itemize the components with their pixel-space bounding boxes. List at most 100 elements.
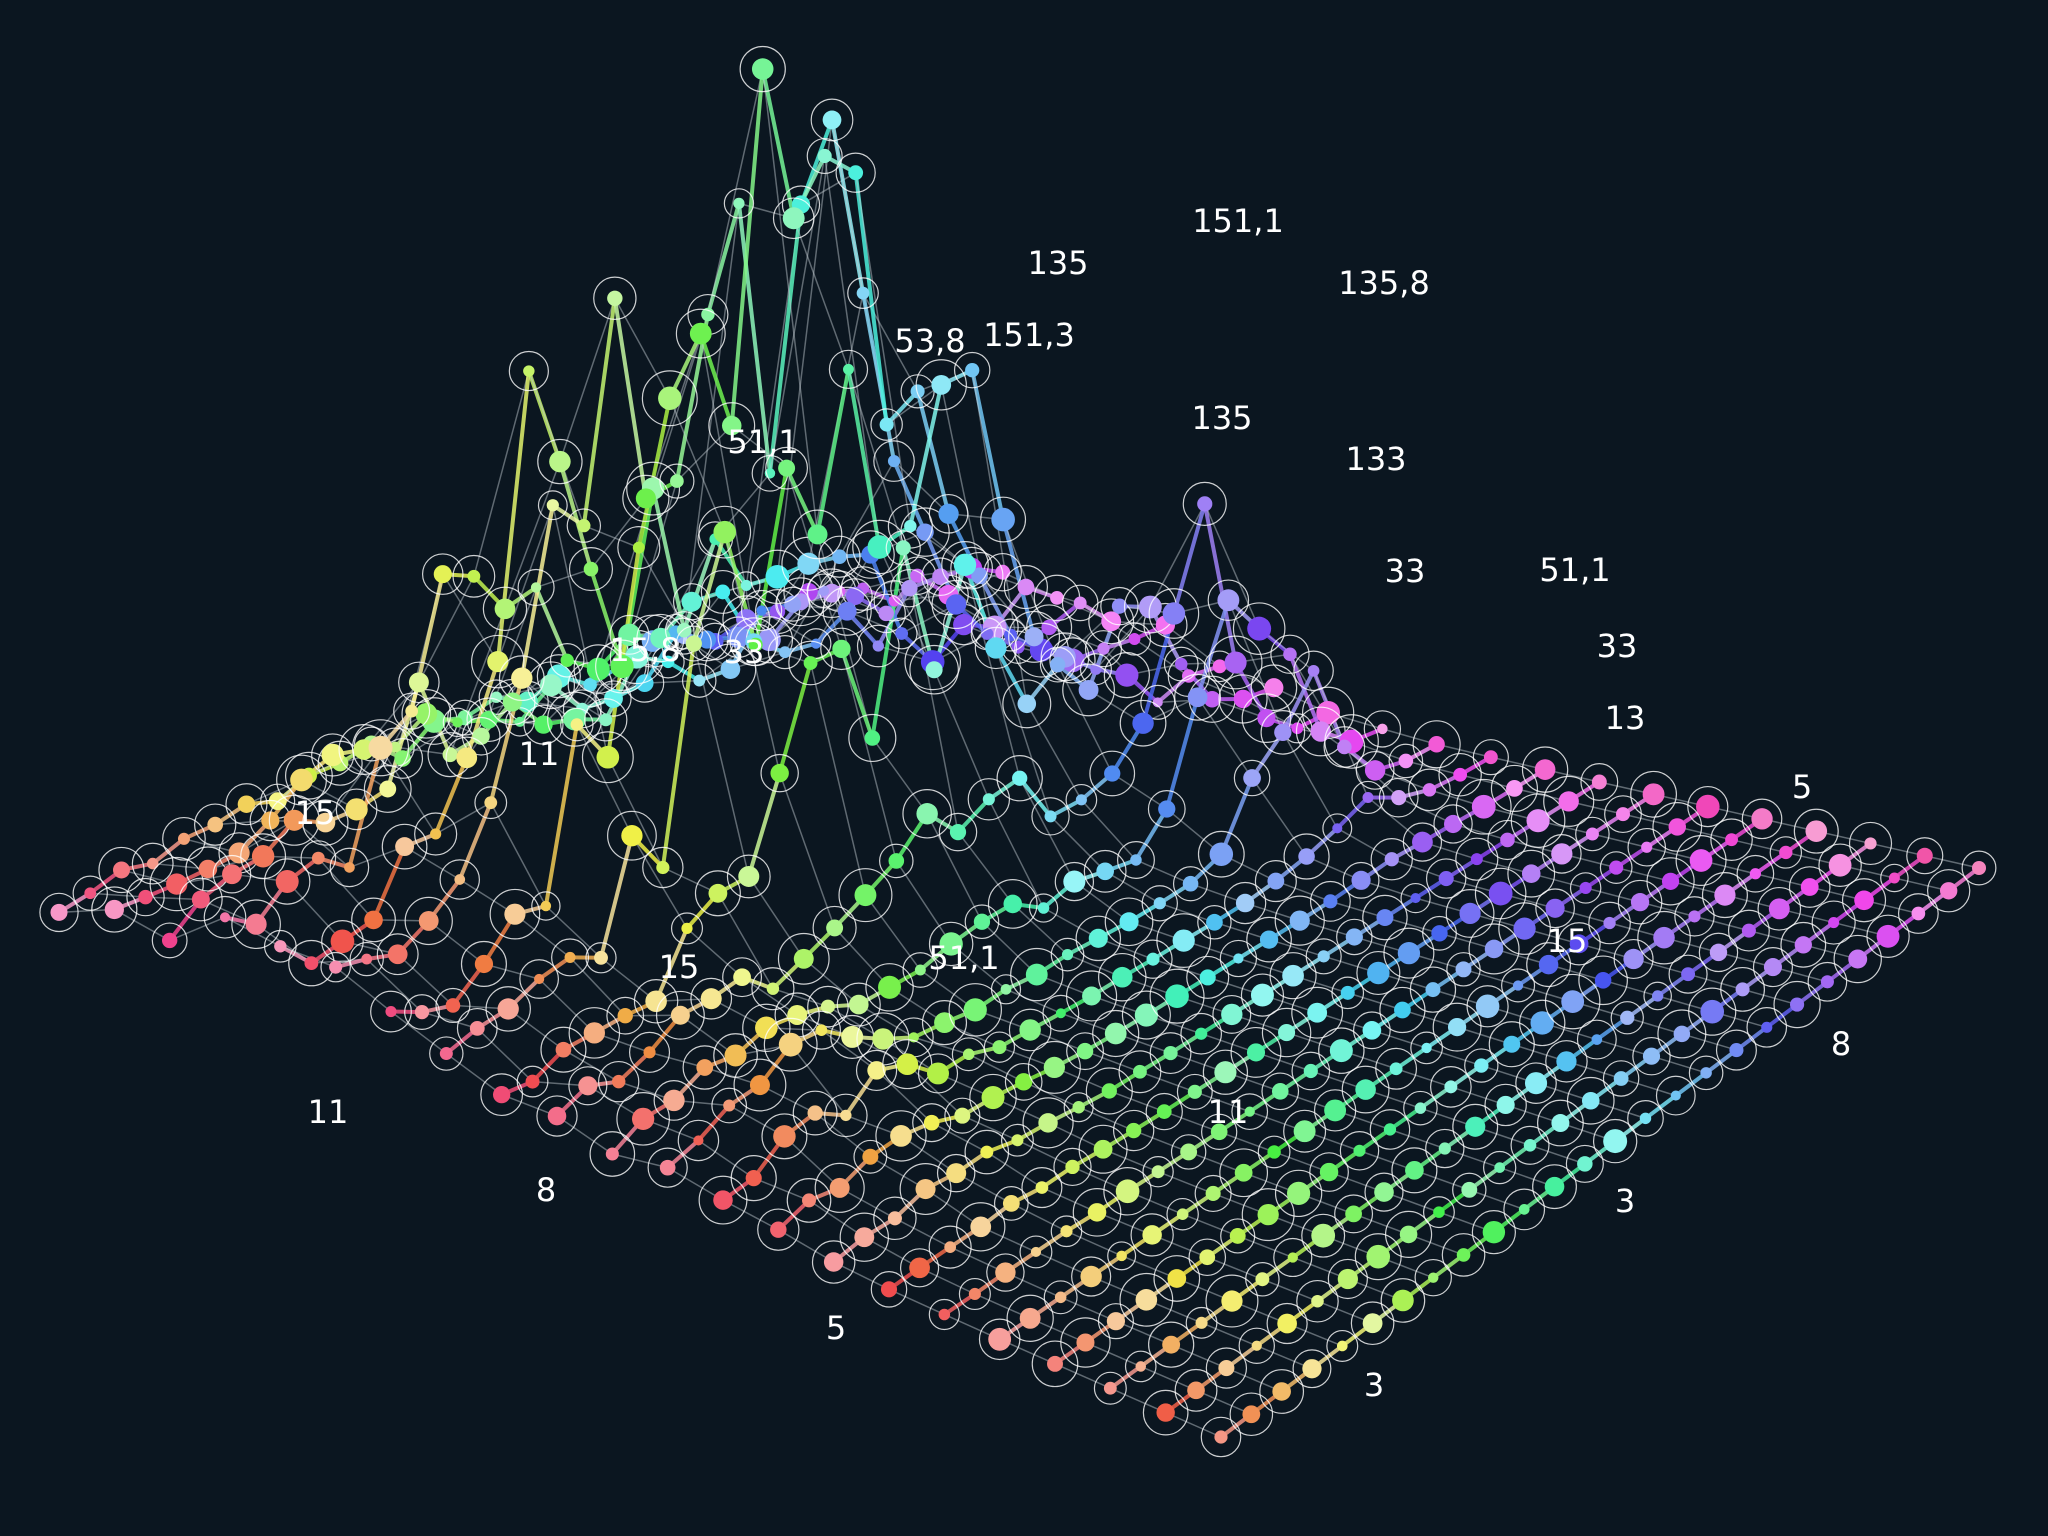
node-ring: [1668, 954, 1708, 994]
node: [1323, 894, 1338, 909]
node: [430, 828, 442, 840]
node: [715, 584, 731, 600]
node: [1303, 1063, 1318, 1079]
node-ring: [847, 277, 879, 309]
node-ring: [1848, 821, 1893, 866]
mesh-line: [847, 369, 904, 549]
node-ring: [1182, 481, 1227, 526]
node-ring: [1378, 777, 1419, 818]
mesh-line: [800, 172, 857, 206]
node: [1642, 1047, 1661, 1065]
mesh-line: [724, 531, 781, 774]
mesh-line: [1188, 675, 1244, 700]
node: [1267, 872, 1285, 890]
node: [1668, 818, 1686, 836]
node-ring: [595, 639, 650, 694]
node-ring: [1197, 905, 1232, 940]
node-ring: [1269, 952, 1317, 1000]
node: [1153, 897, 1166, 910]
mesh-line: [1049, 815, 1106, 872]
mesh-line: [535, 568, 592, 589]
node: [745, 1170, 762, 1187]
node: [802, 1193, 816, 1208]
node-ring: [1412, 720, 1461, 769]
node: [724, 1044, 747, 1067]
node: [487, 651, 509, 673]
node-ring: [609, 614, 650, 655]
node-ring: [1326, 1329, 1359, 1362]
mesh-line: [815, 368, 851, 535]
node: [1259, 930, 1279, 949]
node: [275, 870, 299, 893]
mesh-line: [915, 390, 951, 515]
node: [1302, 1359, 1322, 1379]
mesh-line: [563, 1049, 620, 1083]
mesh-line: [1010, 1202, 1067, 1232]
node-ring: [1246, 916, 1292, 963]
node: [1135, 1361, 1147, 1372]
mesh-line: [504, 461, 561, 610]
node: [1888, 872, 1900, 884]
node: [523, 365, 535, 377]
node: [1412, 831, 1433, 853]
node: [970, 1216, 992, 1238]
node: [681, 591, 702, 612]
node-ring: [1532, 1164, 1577, 1210]
node-ring: [1363, 710, 1402, 748]
mesh-line: [1281, 669, 1316, 734]
node-ring: [651, 645, 685, 679]
mesh-line: [113, 908, 171, 942]
node-ring: [1727, 909, 1770, 952]
node: [1101, 611, 1122, 632]
value-label: 3: [1364, 1366, 1384, 1404]
mesh-line: [145, 896, 201, 901]
mesh-line: [1255, 1051, 1312, 1072]
mesh-line: [1755, 873, 1810, 888]
node-ring: [1515, 1062, 1557, 1104]
node-ring: [1296, 1279, 1339, 1323]
node-ring: [836, 982, 881, 1027]
node: [1206, 913, 1223, 931]
node-ring: [1220, 1218, 1256, 1254]
node: [803, 656, 818, 670]
node-ring: [1400, 882, 1431, 914]
node: [1093, 1139, 1113, 1159]
node-ring: [955, 551, 1004, 600]
mesh-line: [761, 68, 819, 535]
mesh-line: [169, 916, 226, 942]
mesh-line: [1384, 916, 1440, 935]
node: [1428, 1272, 1439, 1283]
node: [832, 549, 847, 565]
mesh-line: [355, 710, 413, 810]
node-ring: [1172, 866, 1209, 902]
node: [583, 561, 599, 577]
node-ring: [824, 1093, 868, 1138]
node-ring: [677, 1119, 720, 1162]
mesh-line: [885, 389, 920, 426]
node-ring: [1180, 1012, 1223, 1055]
value-label: 8: [1831, 1025, 1851, 1063]
mesh-line: [778, 772, 836, 929]
node: [525, 1074, 540, 1089]
mesh-line: [736, 203, 772, 474]
node-ring: [1028, 893, 1059, 923]
mesh-line: [808, 1199, 865, 1238]
node: [472, 727, 490, 745]
node-ring: [1355, 750, 1395, 790]
node: [1054, 1291, 1067, 1304]
node: [445, 998, 461, 1013]
node: [1061, 949, 1074, 961]
mesh-line: [1080, 799, 1137, 861]
node: [867, 535, 892, 559]
node: [721, 415, 742, 436]
node: [1044, 810, 1057, 823]
node: [1182, 875, 1199, 892]
node-ring: [1632, 1036, 1671, 1076]
node-ring: [772, 197, 815, 240]
node: [723, 1099, 736, 1112]
mesh-line: [1023, 1081, 1079, 1108]
node: [823, 1252, 844, 1272]
mesh-line: [90, 892, 146, 898]
node-ring: [807, 985, 849, 1028]
